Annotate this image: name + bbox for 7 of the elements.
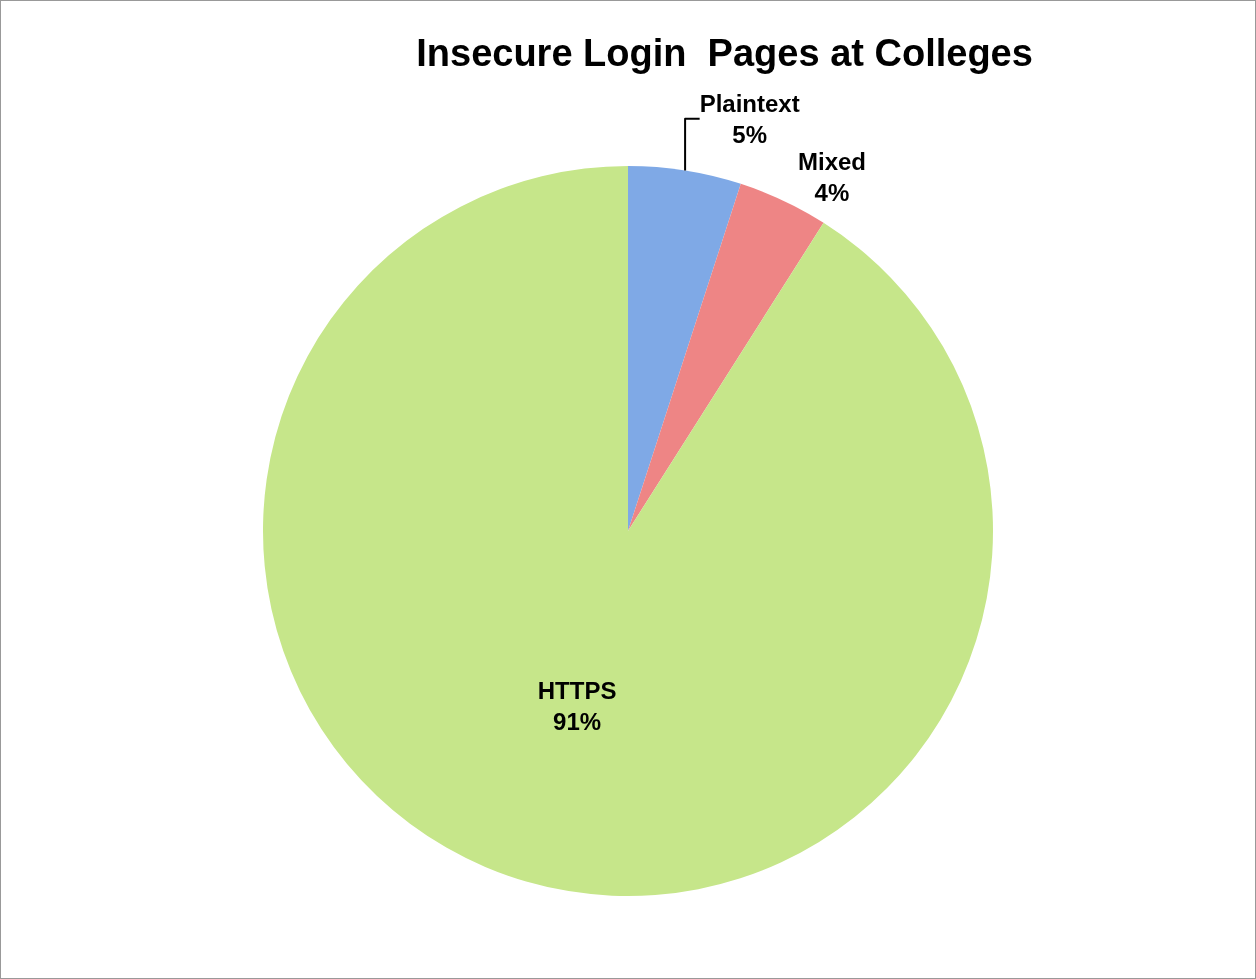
- chart-title: Insecure Login Pages at Colleges: [416, 32, 1033, 75]
- slice-label: Mixed: [797, 147, 866, 175]
- data-label: 5%: [732, 120, 768, 148]
- data-label: 91%: [553, 708, 602, 736]
- slice-label: HTTPS: [537, 677, 617, 705]
- slice-label: Plaintext: [699, 89, 800, 117]
- data-label: 4%: [814, 179, 850, 207]
